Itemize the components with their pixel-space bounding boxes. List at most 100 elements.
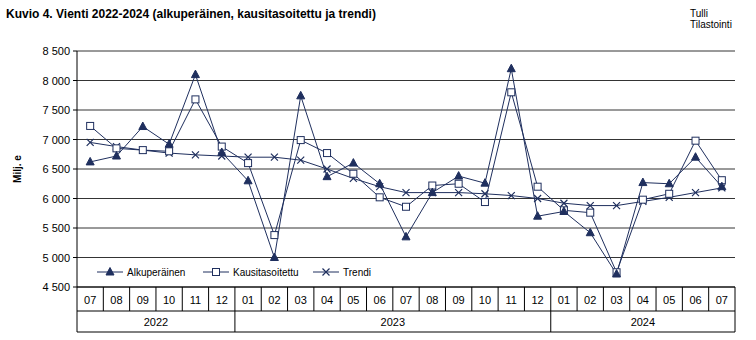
data-point (560, 207, 568, 215)
y-tick (73, 287, 77, 288)
data-point (245, 160, 252, 167)
legend-marker (213, 269, 220, 276)
data-point (297, 137, 304, 144)
data-point (481, 190, 488, 197)
grid-line (77, 51, 735, 52)
y-tick (73, 51, 77, 52)
legend-label: Alkuperäinen (127, 267, 185, 278)
group-separator (234, 311, 235, 332)
x-separator (340, 287, 341, 311)
data-point (613, 202, 620, 209)
x-separator (708, 287, 709, 311)
x-tick-label: 06 (374, 294, 386, 306)
x-separator (261, 287, 262, 311)
x-tick-label: 02 (584, 294, 596, 306)
data-point (508, 192, 515, 199)
y-tick (73, 198, 77, 199)
data-point (403, 203, 410, 210)
source: Tilastointi (690, 19, 732, 30)
data-point (665, 179, 673, 187)
data-point (271, 232, 278, 239)
data-point (587, 202, 594, 209)
data-point (376, 179, 384, 187)
x-tick-label: 11 (190, 294, 201, 306)
chart-container: Kuvio 4. Vienti 2022-2024 (alkuperäinen,… (0, 0, 756, 340)
x-group-label: 2024 (631, 316, 655, 328)
data-point (376, 194, 383, 201)
data-point (350, 170, 357, 177)
y-tick-label: 7 000 (42, 134, 70, 146)
group-separator (550, 311, 551, 332)
data-point (86, 157, 94, 165)
data-point (297, 157, 304, 164)
x-separator (577, 287, 578, 311)
x-tick-label: 01 (242, 294, 254, 306)
data-point (166, 148, 173, 155)
y-tick-label: 4 500 (42, 281, 70, 293)
data-point (692, 153, 700, 161)
data-point (112, 152, 120, 160)
x-separator (550, 287, 551, 311)
y-tick-label: 6 000 (42, 193, 70, 205)
y-tick (73, 228, 77, 229)
x-separator (234, 287, 235, 311)
y-tick-label: 6 500 (42, 163, 70, 175)
grid-line (77, 198, 735, 199)
x-separator (656, 287, 657, 311)
y-tick (73, 80, 77, 81)
data-point (639, 178, 647, 186)
y-tick (73, 110, 77, 111)
legend-marker (106, 268, 114, 276)
x-separator (419, 287, 420, 311)
x-tick-label: 10 (479, 294, 491, 306)
data-point (323, 172, 331, 180)
data-point (455, 189, 462, 196)
x-tick-label: 03 (610, 294, 622, 306)
data-point (692, 137, 699, 144)
data-point (718, 182, 726, 190)
x-separator (129, 287, 130, 311)
data-point (455, 172, 463, 180)
x-separator (629, 287, 630, 311)
x-separator (524, 287, 525, 311)
grid-line (77, 228, 735, 229)
plot-area (86, 64, 726, 277)
legend: AlkuperäinenKausitasoitettuTrendi (97, 267, 371, 278)
data-point (481, 179, 489, 187)
data-point (139, 147, 146, 154)
grid-line (77, 110, 735, 111)
x-tick-label: 05 (663, 294, 675, 306)
data-point (271, 154, 278, 161)
x-tick-label: 07 (84, 294, 96, 306)
y-tick-label: 7 500 (42, 104, 70, 116)
x-separator (103, 287, 104, 311)
grid-line (77, 169, 735, 170)
y-tick (73, 169, 77, 170)
data-point (613, 270, 621, 278)
data-point (534, 212, 542, 220)
x-separator (392, 287, 393, 311)
data-point (507, 64, 515, 72)
y-tick-label: 5 000 (42, 252, 70, 264)
x-tick-label: 09 (453, 294, 465, 306)
series-line (90, 69, 722, 274)
x-tick-label: 12 (531, 294, 543, 306)
legend-label: Trendi (343, 267, 371, 278)
grid-line (77, 287, 735, 288)
series-line (90, 142, 722, 205)
data-point (481, 199, 488, 206)
x-separator (445, 287, 446, 311)
data-point (508, 89, 515, 96)
x-tick-label: 08 (426, 294, 438, 306)
data-point (560, 207, 567, 214)
x-group-label: 2022 (144, 316, 168, 328)
data-point (297, 91, 305, 99)
data-point (218, 148, 226, 156)
grid-line (77, 257, 735, 258)
data-point (139, 122, 147, 130)
data-point (191, 70, 199, 78)
x-group-label: 2023 (381, 316, 405, 328)
x-tick-label: 11 (506, 294, 517, 306)
x-tick-label: 07 (716, 294, 728, 306)
data-point (349, 159, 357, 167)
